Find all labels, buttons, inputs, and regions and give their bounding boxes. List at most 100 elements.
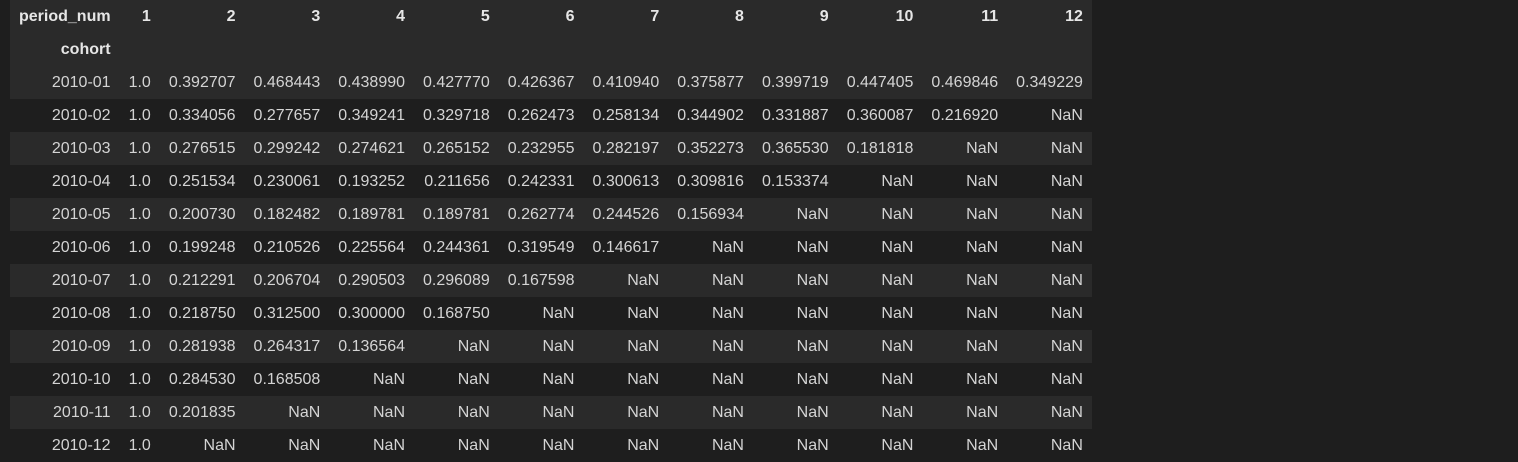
table-cell: 0.296089 <box>423 271 490 289</box>
table-cell: 1.0 <box>128 73 151 91</box>
row-index-label: 2010-07 <box>51 271 111 289</box>
table-cell: 0.156934 <box>677 205 744 223</box>
column-header-1: 1 <box>119 0 160 33</box>
table-cell: 0.309816 <box>677 172 744 190</box>
table-cell: NaN <box>966 172 999 190</box>
table-cell: 0.167598 <box>507 271 575 289</box>
table-row: 2010-07 1.0 0.212291 0.206704 0.290503 0.2960… <box>10 264 1092 297</box>
table-cell: NaN <box>627 271 660 289</box>
table-cell: NaN <box>881 172 914 190</box>
table-row: 2010-09 1.0 0.281938 0.264317 0.136564 NaN NaN… <box>10 330 1092 363</box>
table-cell: 0.352273 <box>677 139 744 157</box>
column-header-8: 8 <box>668 0 753 33</box>
index-row-empty-cell <box>922 33 1008 66</box>
table-row: 2010-11 1.0 0.201835 NaN NaN NaN NaN NaN NaN NaN N… <box>10 396 1092 429</box>
column-header-6: 6 <box>498 0 584 33</box>
table-cell: 0.264317 <box>253 337 321 355</box>
table-cell: 0.426367 <box>507 73 575 91</box>
table-cell: NaN <box>796 337 829 355</box>
row-index-label: 2010-04 <box>51 172 111 190</box>
table-row: 2010-02 1.0 0.334056 0.277657 0.349241 0.3297… <box>10 99 1092 132</box>
table-cell: NaN <box>796 403 829 421</box>
table-cell: NaN <box>627 370 660 388</box>
column-header-5: 5 <box>414 0 499 33</box>
columns-name-header: period_num <box>10 0 120 33</box>
column-header-4: 4 <box>329 0 415 33</box>
column-header-2: 2 <box>159 0 245 33</box>
row-index-label: 2010-10 <box>51 370 111 388</box>
table-cell: 0.312500 <box>253 304 321 322</box>
table-cell: 0.244526 <box>592 205 660 223</box>
table-cell: 0.262473 <box>507 106 575 124</box>
table-cell: NaN <box>966 436 999 454</box>
table-cell: 0.218750 <box>168 304 236 322</box>
index-row-empty-cell <box>414 33 499 66</box>
table-cell: NaN <box>966 205 999 223</box>
table-cell: 0.319549 <box>507 238 575 256</box>
table-cell: 0.181818 <box>846 139 914 157</box>
table-cell: NaN <box>796 271 829 289</box>
table-cell: 1.0 <box>128 271 151 289</box>
table-cell: NaN <box>1050 304 1083 322</box>
table-cell: NaN <box>966 271 999 289</box>
table-row: 2010-01 1.0 0.392707 0.468443 0.438990 0.4277… <box>10 66 1092 99</box>
table-cell: NaN <box>796 238 829 256</box>
row-index-label: 2010-06 <box>51 238 111 256</box>
dataframe-output: period_num 1 2 3 4 5 6 7 8 9 10 11 12 cohort 2010-0… <box>10 0 1092 462</box>
column-header-12: 12 <box>1007 0 1092 33</box>
table-cell: NaN <box>711 337 744 355</box>
table-cell: 0.189781 <box>423 205 490 223</box>
table-cell: NaN <box>711 436 744 454</box>
table-cell: 0.251534 <box>168 172 236 190</box>
row-index-label: 2010-08 <box>51 304 111 322</box>
table-cell: 0.375877 <box>677 73 744 91</box>
table-cell: 0.447405 <box>846 73 914 91</box>
row-index-label: 2010-12 <box>51 436 111 454</box>
table-cell: NaN <box>966 139 999 157</box>
table-row: 2010-08 1.0 0.218750 0.312500 0.300000 0.1687… <box>10 297 1092 330</box>
table-cell: NaN <box>373 370 406 388</box>
column-header-11: 11 <box>922 0 1008 33</box>
table-header: period_num 1 2 3 4 5 6 7 8 9 10 11 12 cohort <box>10 0 1092 66</box>
table-cell: 0.230061 <box>253 172 321 190</box>
table-cell: NaN <box>542 403 575 421</box>
table-cell: NaN <box>457 337 490 355</box>
table-cell: 0.365530 <box>761 139 829 157</box>
index-row-empty-cell <box>159 33 245 66</box>
table-cell: 0.211656 <box>424 172 490 190</box>
table-cell: 0.349241 <box>338 106 406 124</box>
table-cell: NaN <box>1050 370 1083 388</box>
index-row-empty-cell <box>244 33 330 66</box>
table-cell: 0.290503 <box>338 271 406 289</box>
table-cell: 0.468443 <box>253 73 321 91</box>
table-cell: 1.0 <box>128 337 151 355</box>
table-cell: NaN <box>627 337 660 355</box>
index-row-empty-cell <box>329 33 415 66</box>
index-name-header: cohort <box>10 33 120 66</box>
table-cell: NaN <box>288 403 321 421</box>
table-cell: 0.258134 <box>592 106 660 124</box>
table-cell: NaN <box>966 403 999 421</box>
table-cell: 0.276515 <box>168 139 236 157</box>
table-cell: NaN <box>711 304 744 322</box>
table-cell: NaN <box>796 436 829 454</box>
table-cell: 0.299242 <box>253 139 321 157</box>
table-cell: 0.300613 <box>592 172 660 190</box>
table-cell: NaN <box>627 436 660 454</box>
row-index-label: 2010-03 <box>51 139 111 157</box>
table-cell: NaN <box>542 304 575 322</box>
table-cell: NaN <box>1050 106 1083 124</box>
table-cell: 1.0 <box>128 106 151 124</box>
table-body: 2010-01 1.0 0.392707 0.468443 0.438990 0.4277… <box>10 66 1092 462</box>
table-row: 2010-05 1.0 0.200730 0.182482 0.189781 0.1897… <box>10 198 1092 231</box>
column-header-9: 9 <box>752 0 838 33</box>
table-cell: 1.0 <box>128 403 151 421</box>
column-header-10: 10 <box>837 0 923 33</box>
table-cell: 0.274621 <box>338 139 406 157</box>
table-cell: 0.410940 <box>592 73 660 91</box>
table-cell: NaN <box>627 304 660 322</box>
table-cell: 0.262774 <box>507 205 575 223</box>
table-cell: 0.277657 <box>253 106 321 124</box>
table-cell: 1.0 <box>128 205 151 223</box>
cohort-retention-table: period_num 1 2 3 4 5 6 7 8 9 10 11 12 cohort 2010-0… <box>10 0 1092 462</box>
